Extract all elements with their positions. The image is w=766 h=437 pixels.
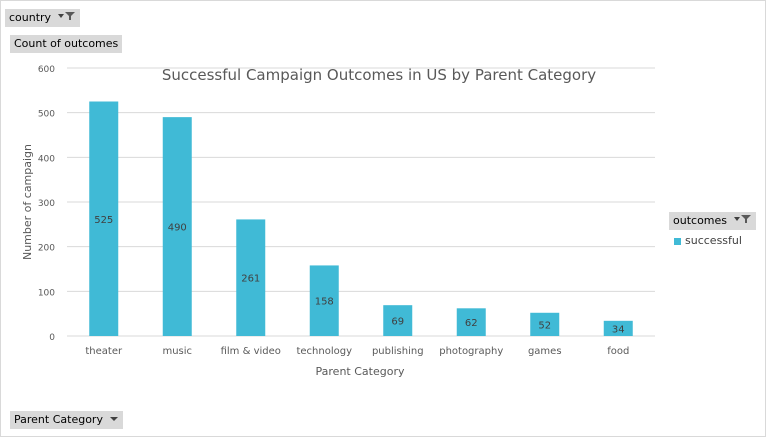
country-filter-button[interactable]: country [5,9,80,27]
legend-entry: successful [674,234,742,247]
chevron-down-icon [109,411,119,429]
outcomes-filter-button[interactable]: outcomes [669,212,756,230]
filter-funnel-icon [733,212,752,230]
legend-swatch [674,237,681,245]
parent-category-label: Parent Category [14,413,103,426]
filter-funnel-icon [57,9,76,27]
legend-series-name: successful [685,234,742,247]
parent-category-filter-button[interactable]: Parent Category [10,411,124,429]
count-of-outcomes-label: Count of outcomes [14,37,119,50]
outcomes-filter-label: outcomes [673,214,728,227]
country-filter-label: country [9,11,52,24]
count-of-outcomes-field[interactable]: Count of outcomes [10,35,123,53]
